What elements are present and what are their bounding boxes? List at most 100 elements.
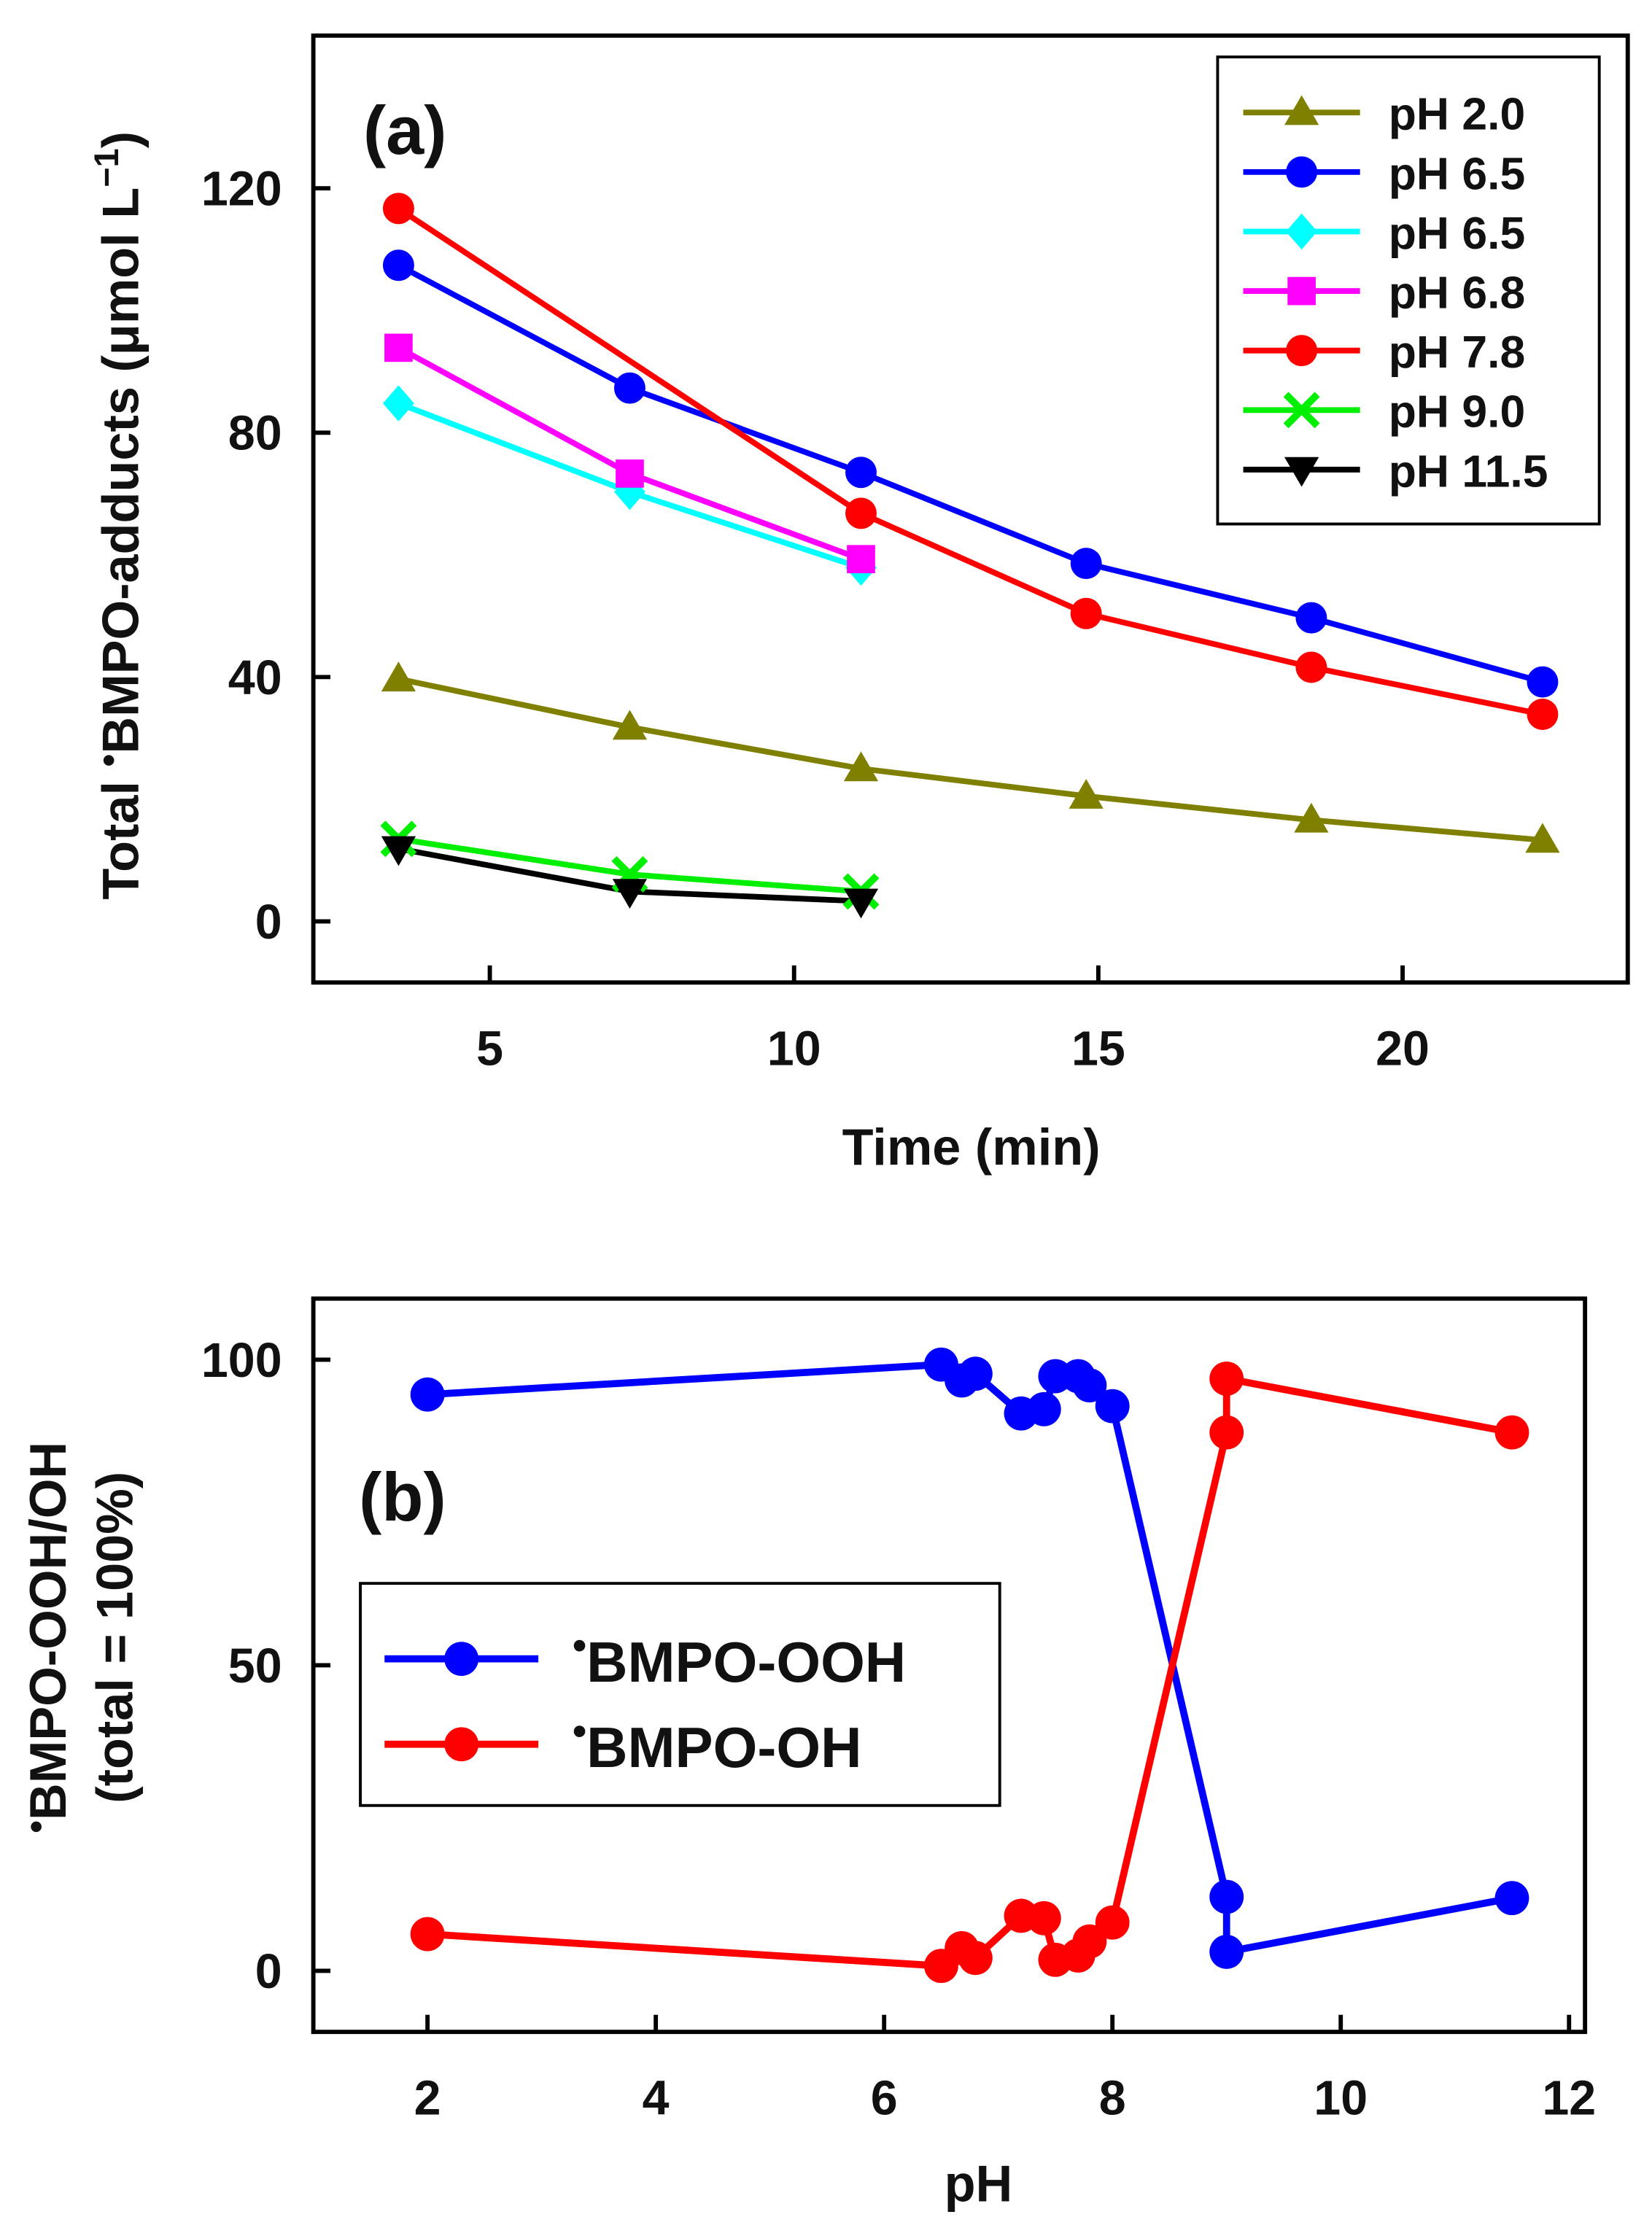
- y-title-a-pre: Total: [91, 766, 149, 899]
- legend-marker: [1287, 276, 1316, 306]
- legend-label: pH 6.5: [1389, 208, 1525, 259]
- data-point: [1295, 651, 1327, 683]
- data-point: [381, 836, 416, 866]
- data-point: [958, 1941, 993, 1976]
- legend-label: pH 6.5: [1389, 148, 1525, 199]
- legend-b: •BMPO-OOH•BMPO-OH: [384, 1623, 906, 1779]
- legend-marker: [444, 1727, 479, 1762]
- y-axis-title-b-line1: •BMPO-OOH/OH: [15, 1442, 76, 1833]
- data-point: [382, 193, 414, 225]
- legend-label-dot: •: [573, 1623, 586, 1668]
- panel-a: 5 10 15 20 0 40 80 120 (a) Time (min) Total •BM…: [88, 33, 1630, 1176]
- data-point: [1527, 666, 1559, 698]
- data-point: [382, 385, 414, 422]
- y-tick-label: 100: [201, 1334, 282, 1388]
- series-line: [398, 676, 1543, 843]
- legend-marker: [1284, 457, 1319, 487]
- data-point: [1026, 1391, 1061, 1426]
- data-point: [1095, 1905, 1130, 1940]
- panel-label-b: (b): [359, 1459, 446, 1535]
- data-point: [1072, 1924, 1107, 1959]
- legend-label: pH 11.5: [1389, 446, 1548, 497]
- x-tick-label: 20: [1376, 1022, 1430, 1076]
- data-point: [1209, 1879, 1244, 1914]
- data-point: [845, 497, 877, 529]
- data-point: [845, 457, 877, 489]
- data-point: [1072, 1368, 1107, 1403]
- data-point: [1069, 779, 1104, 809]
- plot-frame-a: [311, 33, 1630, 985]
- data-point: [612, 879, 648, 909]
- legend-label-text: BMPO-OH: [586, 1715, 861, 1779]
- data-point: [843, 888, 879, 919]
- data-point: [612, 710, 648, 740]
- legend-marker: [1284, 95, 1319, 125]
- legend-label: pH 6.8: [1389, 268, 1525, 319]
- x-axis-title-b: pH: [945, 2155, 1013, 2213]
- legend-marker: [1286, 335, 1318, 367]
- data-point: [1026, 1900, 1061, 1935]
- data-point: [847, 545, 875, 574]
- data-point: [1070, 597, 1102, 629]
- data-point: [1209, 1934, 1244, 1969]
- ticks-b: 2 4 6 8 10 12 0 50 100: [201, 1334, 1596, 2126]
- legend-a: pH 2.0 pH 6.5 pH 6.5 pH 6.8 pH 7.8 pH 9.0 pH 1…: [1243, 89, 1548, 497]
- x-tick-label: 5: [476, 1022, 503, 1076]
- y-axis-title-a: Total •BMPO-adducts (μmol L−1): [88, 131, 149, 900]
- y-title-b-main: BMPO-OOH/OH: [19, 1442, 77, 1820]
- y-title-b-dot: •: [15, 1820, 56, 1833]
- data-point: [1295, 602, 1327, 634]
- y-tick-label: 40: [228, 651, 282, 705]
- legend-label-dot: •: [573, 1709, 586, 1753]
- x-tick-label: 15: [1071, 1022, 1125, 1076]
- x-tick-label: 10: [767, 1022, 821, 1076]
- y-tick-label: 0: [255, 896, 282, 950]
- data-point: [382, 249, 414, 282]
- series-b: [410, 1347, 1529, 1984]
- x-axis-title-a: Time (min): [842, 1118, 1101, 1176]
- series-line: [397, 263, 1544, 685]
- data-point: [1494, 1881, 1529, 1916]
- data-point: [1525, 823, 1560, 853]
- legend-label: pH 9.0: [1389, 387, 1525, 438]
- data-point: [384, 333, 413, 362]
- y-title-a-post: ): [91, 131, 149, 148]
- legend-label: pH 2.0: [1389, 89, 1525, 140]
- data-point: [1494, 1415, 1529, 1450]
- data-point: [1209, 1361, 1244, 1396]
- data-point: [613, 372, 645, 404]
- y-title-a-dot: •: [88, 754, 129, 767]
- legend-label: •BMPO-OH: [573, 1709, 862, 1779]
- x-tick-label: 10: [1314, 2071, 1368, 2125]
- data-point: [1527, 698, 1559, 730]
- data-point: [410, 1377, 445, 1412]
- legend-marker: [1283, 392, 1320, 429]
- x-tick-label: 8: [1099, 2071, 1126, 2125]
- data-point: [1209, 1415, 1244, 1450]
- y-axis-title-b-line2: (total = 100%): [86, 1472, 144, 1804]
- x-tick-label: 2: [414, 2071, 441, 2125]
- data-point: [1095, 1389, 1130, 1424]
- data-point: [843, 751, 879, 782]
- y-title-a-sup: −1: [88, 148, 125, 187]
- ticks-a: 5 10 15 20 0 40 80 120: [201, 163, 1430, 1076]
- legend-label: pH 7.8: [1389, 327, 1525, 378]
- y-tick-label: 0: [255, 1945, 282, 1999]
- y-tick-label: 120: [201, 163, 282, 217]
- x-tick-label: 4: [643, 2071, 670, 2125]
- data-point: [1294, 802, 1329, 833]
- data-point: [410, 1917, 445, 1952]
- panel-label-a: (a): [363, 92, 447, 168]
- legend-marker: [1286, 156, 1318, 188]
- x-tick-label: 12: [1542, 2071, 1596, 2125]
- data-point: [616, 459, 644, 488]
- data-point: [381, 661, 416, 692]
- legend-label: •BMPO-OOH: [573, 1623, 906, 1694]
- x-tick-label: 6: [871, 2071, 898, 2125]
- legend-marker: [444, 1642, 479, 1677]
- data-point: [1070, 548, 1102, 580]
- y-title-a-main: BMPO-adducts (μmol L: [91, 187, 149, 754]
- y-tick-label: 50: [228, 1639, 282, 1693]
